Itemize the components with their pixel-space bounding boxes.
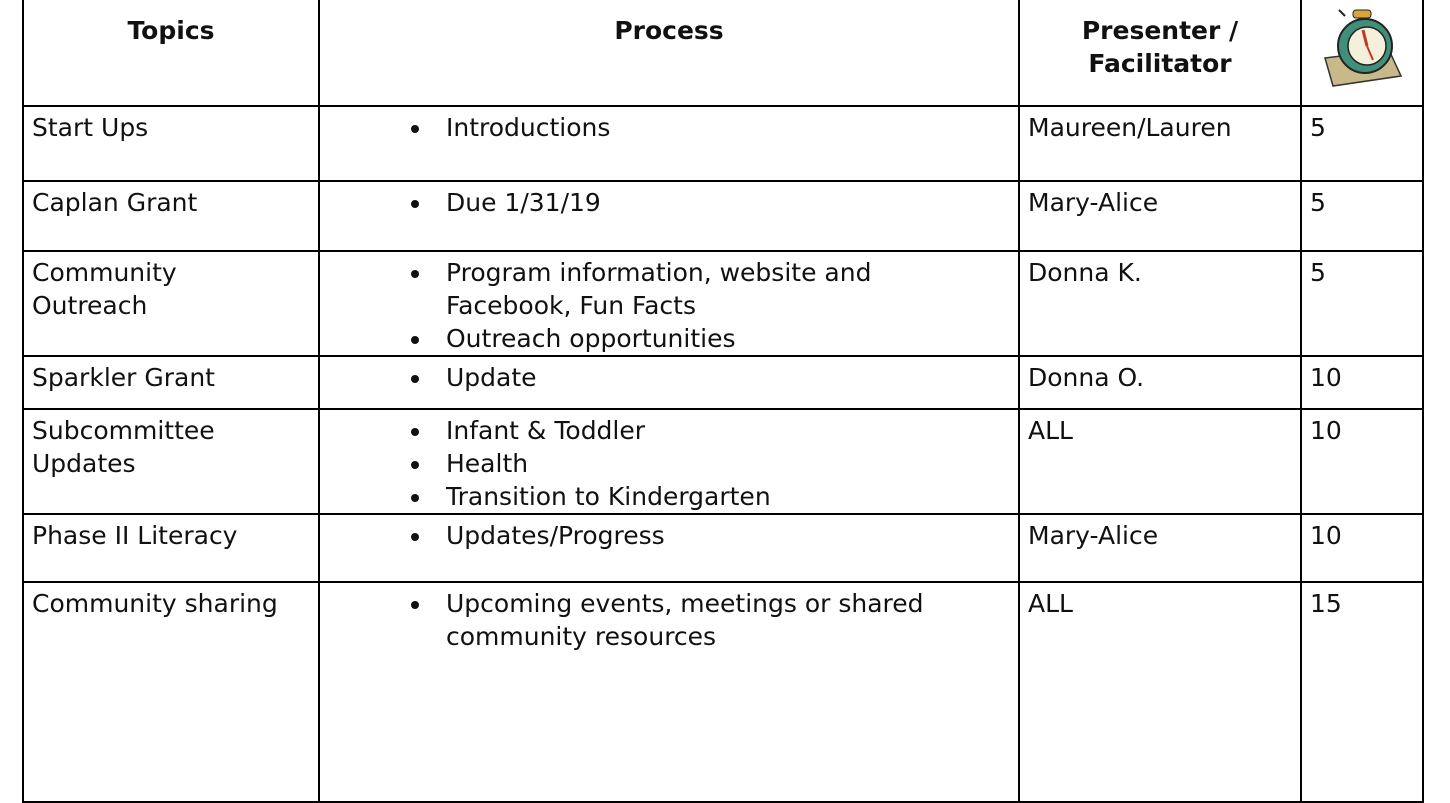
process-list: Introductions xyxy=(320,111,988,144)
table-row: Community Outreach Program information, w… xyxy=(22,250,1424,357)
process-list: Upcoming events, meetings or shared comm… xyxy=(320,587,988,653)
topic-cell: Caplan Grant xyxy=(22,180,320,252)
header-cell: Process xyxy=(318,0,1020,107)
page: Topics Process Presenter / Facilitator S… xyxy=(0,0,1450,741)
header-cell xyxy=(1300,0,1424,107)
process-cell: Due 1/31/19 xyxy=(318,180,1020,252)
process-item: Due 1/31/19 xyxy=(433,186,988,219)
process-list: Updates/Progress xyxy=(320,519,988,552)
process-item: Update xyxy=(433,361,988,394)
process-item: Transition to Kindergarten xyxy=(433,480,988,513)
process-list: Due 1/31/19 xyxy=(320,186,988,219)
minutes-cell: 15 xyxy=(1300,581,1424,803)
process-cell: Update xyxy=(318,355,1020,410)
header-cell: Presenter / Facilitator xyxy=(1018,0,1302,107)
topic-cell: Phase II Literacy xyxy=(22,513,320,583)
process-item: Health xyxy=(433,447,988,480)
presenter-cell: Donna K. xyxy=(1018,250,1302,357)
presenter-cell: Donna O. xyxy=(1018,355,1302,410)
process-cell: Updates/Progress xyxy=(318,513,1020,583)
process-item: Upcoming events, meetings or shared comm… xyxy=(433,587,988,653)
agenda-table: Topics Process Presenter / Facilitator S… xyxy=(22,0,1424,803)
presenter-cell: ALL xyxy=(1018,581,1302,803)
process-item: Outreach opportunities xyxy=(433,322,988,355)
table-row: Sparkler Grant Update Donna O.10 xyxy=(22,355,1424,410)
process-list: Program information, website and Faceboo… xyxy=(320,256,988,355)
topic-cell: Community Outreach xyxy=(22,250,320,357)
table-row: Subcommittee UpdatesInfant & ToddlerHeal… xyxy=(22,408,1424,515)
table-row: Community sharing Upcoming events, meetin… xyxy=(22,581,1424,803)
presenter-cell: Mary-Alice xyxy=(1018,180,1302,252)
process-cell: Upcoming events, meetings or shared comm… xyxy=(318,581,1020,803)
process-cell: Infant & ToddlerHealthTransition to Kind… xyxy=(318,408,1020,515)
process-list: Update xyxy=(320,361,988,394)
minutes-cell: 5 xyxy=(1300,250,1424,357)
process-cell: Introductions xyxy=(318,105,1020,182)
process-item: Infant & Toddler xyxy=(433,414,988,447)
process-item: Introductions xyxy=(433,111,988,144)
process-item: Program information, website and Faceboo… xyxy=(433,256,988,322)
presenter-cell: Maureen/Lauren xyxy=(1018,105,1302,182)
process-cell: Program information, website and Faceboo… xyxy=(318,250,1020,357)
header-row: Topics Process Presenter / Facilitator xyxy=(22,0,1424,107)
presenter-cell: Mary-Alice xyxy=(1018,513,1302,583)
table-body: Start UpsIntroductionsMaureen/Lauren5Cap… xyxy=(22,105,1424,803)
header-cell: Topics xyxy=(22,0,320,107)
process-item: Updates/Progress xyxy=(433,519,988,552)
topic-cell: Start Ups xyxy=(22,105,320,182)
minutes-cell: 5 xyxy=(1300,105,1424,182)
table-row: Phase II Literacy Updates/Progress Mary-Al… xyxy=(22,513,1424,583)
minutes-cell: 5 xyxy=(1300,180,1424,252)
minutes-cell: 10 xyxy=(1300,408,1424,515)
minutes-cell: 10 xyxy=(1300,513,1424,583)
process-list: Infant & ToddlerHealthTransition to Kind… xyxy=(320,414,988,513)
presenter-cell: ALL xyxy=(1018,408,1302,515)
topic-cell: Community sharing xyxy=(22,581,320,803)
topic-cell: Sparkler Grant xyxy=(22,355,320,410)
clock-icon xyxy=(1324,9,1403,87)
topic-cell: Subcommittee Updates xyxy=(22,408,320,515)
minutes-cell: 10 xyxy=(1300,355,1424,410)
